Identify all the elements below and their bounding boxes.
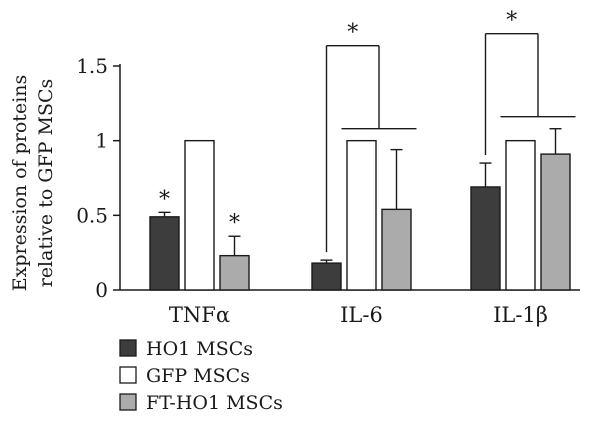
y-axis-label-line-2: relative to GFP MSCs bbox=[35, 79, 57, 288]
y-axis-label: Expression of proteins relative to GFP M… bbox=[9, 75, 57, 292]
bars bbox=[149, 128, 571, 291]
y-tick-label: 0.5 bbox=[76, 203, 108, 227]
axes: 0 0.5 1 1.5 TNFα IL-6 IL-1β bbox=[76, 54, 580, 327]
legend-label: FT-HO1 MSCs bbox=[146, 392, 283, 414]
x-category-label: IL-6 bbox=[340, 303, 383, 327]
bar bbox=[346, 139, 377, 291]
bar bbox=[184, 139, 215, 291]
legend-swatch bbox=[119, 339, 137, 357]
significance-star: * bbox=[347, 21, 358, 46]
bar bbox=[505, 139, 536, 291]
bar bbox=[219, 254, 250, 291]
bar bbox=[540, 153, 571, 291]
legend: HO1 MSCs GFP MSCs FT-HO1 MSCs bbox=[119, 338, 283, 414]
x-category-label: IL-1β bbox=[493, 303, 548, 327]
legend-swatch bbox=[119, 393, 137, 411]
bar bbox=[381, 208, 412, 291]
legend-label: HO1 MSCs bbox=[146, 338, 253, 360]
significance-star: * bbox=[506, 9, 517, 34]
significance-star: * bbox=[229, 211, 240, 236]
y-tick-label: 1.5 bbox=[76, 54, 108, 78]
y-axis-label-line-1: Expression of proteins bbox=[9, 75, 31, 292]
legend-swatch bbox=[119, 366, 137, 384]
y-tick-label: 1 bbox=[95, 129, 108, 153]
significance-star: * bbox=[159, 187, 170, 212]
significance-annotations: * * * * bbox=[159, 9, 576, 253]
legend-label: GFP MSCs bbox=[146, 365, 250, 387]
bar bbox=[311, 262, 342, 291]
bar bbox=[470, 186, 501, 291]
x-category-label: TNFα bbox=[169, 303, 230, 327]
bar bbox=[149, 216, 180, 291]
y-tick-label: 0 bbox=[95, 278, 108, 302]
